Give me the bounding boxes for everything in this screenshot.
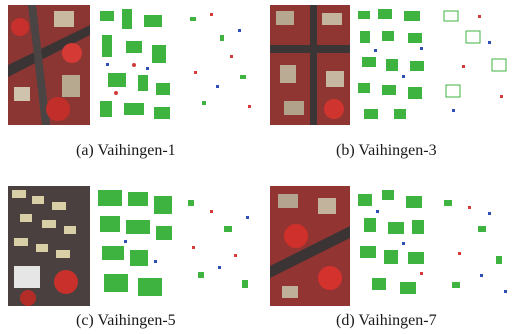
aerial-image: [270, 5, 350, 125]
building-map: [354, 5, 434, 125]
caption-d: (d) Vaihingen-7: [336, 312, 437, 330]
caption-a: (a) Vaihingen-1: [76, 142, 176, 160]
building-map: [354, 186, 434, 306]
error-map: [438, 5, 518, 125]
error-map: [438, 186, 518, 306]
panel-c: [8, 186, 260, 306]
aerial-image: [8, 5, 90, 125]
panel-b: [270, 5, 518, 125]
panel-d: [270, 186, 518, 306]
aerial-image: [270, 186, 350, 306]
error-map: [180, 186, 260, 306]
caption-c: (c) Vaihingen-5: [76, 312, 176, 330]
caption-b: (b) Vaihingen-3: [336, 142, 437, 160]
panel-a: [8, 5, 260, 125]
building-map: [94, 186, 176, 306]
error-map: [180, 5, 260, 125]
building-map: [94, 5, 176, 125]
aerial-image: [8, 186, 90, 306]
